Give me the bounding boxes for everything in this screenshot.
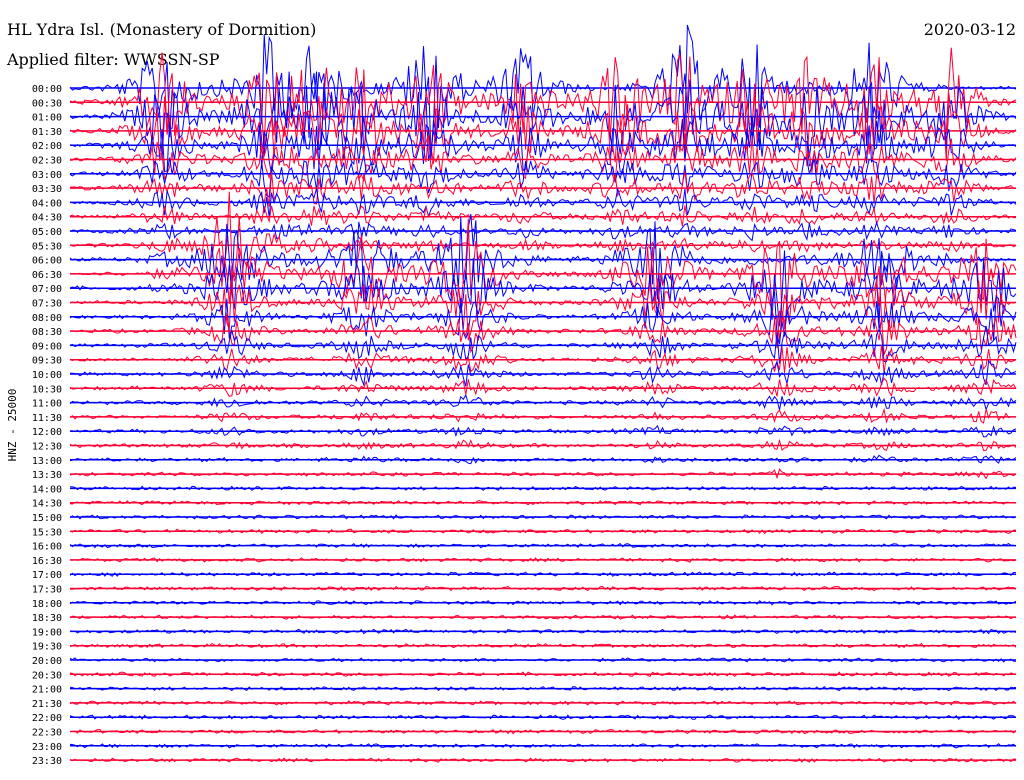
- row-time-label: 15:30: [32, 527, 62, 538]
- row-time-label: 09:00: [32, 341, 62, 352]
- trace-line: [69, 214, 1017, 303]
- row-time-label: 04:30: [32, 213, 62, 224]
- row-time-label: 18:00: [32, 599, 62, 610]
- trace-line: [69, 218, 1017, 323]
- row-time-label: 14:30: [32, 499, 62, 510]
- row-time-label: 10:30: [32, 384, 62, 395]
- row-time-label: 00:00: [32, 84, 62, 95]
- date-label: 2020-03-12: [923, 20, 1016, 39]
- row-time-label: 11:00: [32, 399, 62, 410]
- row-time-label: 22:30: [32, 728, 62, 739]
- trace-line: [69, 344, 1017, 373]
- row-time-label: 20:00: [32, 656, 62, 667]
- row-time-label: 19:00: [32, 627, 62, 638]
- y-axis-label: HNZ - 25000: [6, 389, 19, 462]
- row-time-label: 18:30: [32, 613, 62, 624]
- trace-line: [69, 24, 1017, 157]
- row-time-label: 17:00: [32, 570, 62, 581]
- row-time-label: 23:30: [32, 756, 62, 767]
- row-time-label: 21:00: [32, 685, 62, 696]
- row-time-label: 03:30: [32, 184, 62, 195]
- row-time-label: 01:00: [32, 113, 62, 124]
- row-time-label: 21:30: [32, 699, 62, 710]
- row-time-label: 15:00: [32, 513, 62, 524]
- trace-line: [69, 133, 1017, 183]
- row-time-label: 22:00: [32, 713, 62, 724]
- trace-line: [69, 600, 1017, 606]
- trace-line: [69, 757, 1017, 763]
- row-time-label: 16:00: [32, 542, 62, 553]
- row-time-label: 02:00: [32, 141, 62, 152]
- trace-line: [69, 377, 1017, 397]
- row-time-label: 03:00: [32, 170, 62, 181]
- trace-line: [69, 116, 1017, 175]
- row-time-label: 19:30: [32, 642, 62, 653]
- row-time-label: 02:30: [32, 156, 62, 167]
- trace-line: [70, 171, 1017, 207]
- row-time-label: 06:00: [32, 256, 62, 267]
- row-time-label: 05:00: [32, 227, 62, 238]
- trace-line: [69, 205, 1017, 227]
- row-time-label: 12:30: [32, 442, 62, 453]
- row-time-label: 13:30: [32, 470, 62, 481]
- row-time-label: 01:30: [32, 127, 62, 138]
- trace-line: [69, 407, 1017, 424]
- row-time-label: 16:30: [32, 556, 62, 567]
- trace-line: [69, 154, 1017, 198]
- trace-line: [69, 291, 1017, 345]
- trace-line: [69, 92, 1017, 167]
- row-time-label: 17:30: [32, 585, 62, 596]
- station-title: HL Ydra Isl. (Monastery of Dormition): [7, 20, 317, 39]
- row-time-label: 04:00: [32, 198, 62, 209]
- row-time-label: 08:30: [32, 327, 62, 338]
- row-time-label: 12:00: [32, 427, 62, 438]
- row-time-label: 11:30: [32, 413, 62, 424]
- row-time-label: 07:00: [32, 284, 62, 295]
- row-time-label: 20:30: [32, 670, 62, 681]
- row-time-label: 06:30: [32, 270, 62, 281]
- row-time-label: 10:00: [32, 370, 62, 381]
- row-time-label: 05:30: [32, 241, 62, 252]
- trace-line: [69, 250, 1017, 327]
- row-time-label: 13:00: [32, 456, 62, 467]
- row-time-label: 08:00: [32, 313, 62, 324]
- row-time-label: 09:30: [32, 356, 62, 367]
- row-time-label: 07:30: [32, 299, 62, 310]
- row-time-label: 00:30: [32, 98, 62, 109]
- trace-line: [69, 438, 1017, 452]
- row-time-label: 23:00: [32, 742, 62, 753]
- trace-line: [69, 728, 1017, 735]
- row-time-label: 14:00: [32, 484, 62, 495]
